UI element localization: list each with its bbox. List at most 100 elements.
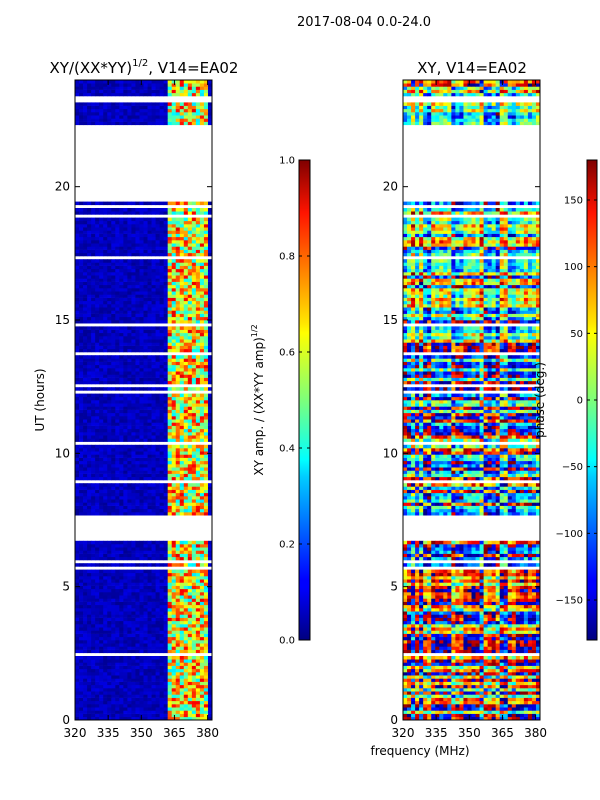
heatmap-cell (111, 268, 116, 273)
heatmap-cell (167, 700, 173, 705)
heatmap-cell (151, 675, 156, 679)
heatmap-cell (127, 275, 132, 279)
heatmap-cell (175, 406, 181, 410)
heatmap-cell (99, 512, 104, 516)
heatmap-cell (83, 230, 88, 234)
heatmap-cell (103, 608, 108, 612)
heatmap-cell (131, 358, 136, 362)
heatmap-cell (75, 643, 80, 647)
heatmap-cell (107, 409, 112, 414)
heatmap-cell (123, 473, 128, 478)
heatmap-cell (171, 428, 177, 433)
heatmap-cell (131, 348, 136, 353)
heatmap-cell (131, 435, 136, 439)
heatmap-cell (163, 544, 169, 548)
heatmap-cell (107, 291, 112, 295)
heatmap-cell (147, 121, 152, 126)
heatmap-cell (115, 371, 120, 375)
heatmap-cell (171, 262, 177, 266)
heatmap-cell (203, 310, 209, 314)
heatmap-cell (187, 451, 193, 455)
heatmap-cell (87, 470, 92, 474)
heatmap-cell (199, 112, 205, 116)
heatmap-cell (123, 649, 128, 654)
heatmap-cell (171, 300, 177, 305)
heatmap-cell (155, 668, 161, 673)
heatmap-cell (127, 684, 132, 689)
heatmap-cell (171, 483, 177, 487)
heatmap-cell (123, 470, 128, 474)
heatmap-cell (131, 425, 136, 430)
heatmap-cell (151, 425, 156, 430)
heatmap-cell (119, 611, 124, 615)
heatmap-cell (167, 227, 173, 231)
heatmap-cell (135, 364, 140, 369)
heatmap-cell (171, 329, 177, 334)
heatmap-cell (183, 217, 189, 222)
heatmap-cell (159, 374, 165, 378)
heatmap-cell (147, 307, 152, 311)
heatmap-cell (175, 278, 181, 282)
heatmap-cell (179, 342, 185, 346)
heatmap-cell (143, 499, 148, 503)
heatmap-cell (83, 224, 88, 228)
heatmap-cell (79, 713, 84, 718)
heatmap-cell (91, 617, 96, 622)
heatmap-cell (107, 643, 112, 647)
heatmap-cell (171, 579, 177, 583)
heatmap-cell (167, 310, 173, 314)
heatmap-cell (203, 592, 209, 596)
heatmap-cell (151, 470, 156, 474)
heatmap-cell (203, 368, 209, 372)
heatmap-cell (107, 563, 112, 567)
heatmap-cell (147, 118, 152, 122)
heatmap-cell (163, 617, 169, 622)
heatmap-cell (155, 252, 161, 257)
heatmap-cell (139, 592, 144, 596)
heatmap-cell (199, 435, 205, 439)
heatmap-cell (123, 355, 128, 359)
heatmap-cell (95, 675, 100, 679)
heatmap-cell (107, 467, 112, 471)
heatmap-cell (203, 294, 209, 298)
heatmap-cell (199, 208, 205, 212)
heatmap-cell (139, 368, 144, 372)
heatmap-cell (163, 217, 169, 222)
heatmap-cell (83, 425, 88, 430)
heatmap-cell (123, 374, 128, 378)
heatmap-cell (187, 604, 193, 609)
heatmap-cell (79, 633, 84, 638)
heatmap-cell (151, 332, 156, 337)
heatmap-cell (127, 688, 132, 692)
heatmap-cell (183, 435, 189, 439)
heatmap-cell (195, 320, 201, 324)
heatmap-cell (163, 649, 169, 654)
heatmap-cell (167, 201, 173, 206)
heatmap-cell (183, 227, 189, 231)
heatmap-cell (99, 608, 104, 612)
heatmap-cell (119, 617, 124, 622)
heatmap-cell (119, 636, 124, 641)
heatmap-cell (167, 627, 173, 631)
heatmap-cell (119, 246, 124, 250)
heatmap-cell (203, 662, 209, 666)
heatmap-cell (111, 396, 116, 401)
heatmap-cell (103, 448, 108, 452)
heatmap-cell (75, 691, 80, 695)
heatmap-cell (175, 585, 181, 590)
heatmap-cell (195, 326, 201, 330)
heatmap-cell (159, 598, 165, 602)
heatmap-cell (79, 579, 84, 583)
heatmap-cell (167, 422, 173, 426)
heatmap-cell (159, 553, 165, 558)
heatmap-cell (195, 448, 201, 452)
heatmap-cell (151, 121, 156, 126)
heatmap-cell (191, 688, 197, 692)
heatmap-cell (191, 588, 197, 593)
heatmap-cell (75, 416, 80, 420)
heatmap-cell (83, 505, 88, 510)
heatmap-cell (123, 668, 128, 673)
heatmap-cell (163, 358, 169, 362)
heatmap-cell (127, 227, 132, 231)
heatmap-cell (139, 646, 144, 650)
